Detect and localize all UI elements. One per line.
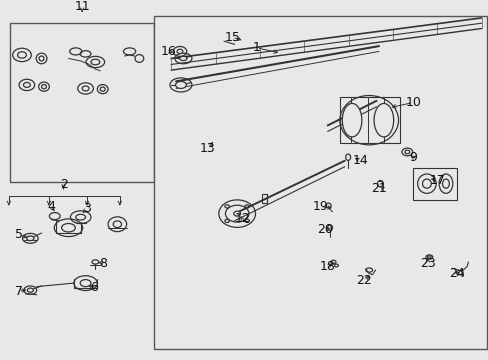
Ellipse shape bbox=[91, 59, 100, 65]
Ellipse shape bbox=[177, 49, 183, 54]
Ellipse shape bbox=[180, 57, 186, 60]
Ellipse shape bbox=[18, 52, 26, 58]
Ellipse shape bbox=[27, 288, 33, 292]
Text: 11: 11 bbox=[74, 0, 90, 13]
Text: 14: 14 bbox=[352, 154, 368, 167]
Text: 20: 20 bbox=[317, 223, 332, 236]
Ellipse shape bbox=[23, 82, 30, 87]
Text: 4: 4 bbox=[47, 200, 55, 213]
Ellipse shape bbox=[175, 81, 186, 89]
Text: 16: 16 bbox=[161, 45, 176, 58]
Text: 2: 2 bbox=[60, 178, 67, 191]
Text: 19: 19 bbox=[312, 200, 327, 213]
Text: 24: 24 bbox=[448, 267, 464, 280]
Ellipse shape bbox=[76, 214, 85, 220]
Text: 9: 9 bbox=[408, 151, 416, 164]
Text: 8: 8 bbox=[99, 257, 106, 270]
Text: 21: 21 bbox=[370, 183, 386, 195]
Ellipse shape bbox=[39, 56, 44, 61]
Text: 12: 12 bbox=[234, 212, 249, 225]
Bar bbox=[10, 23, 154, 182]
Text: 15: 15 bbox=[224, 31, 240, 44]
Text: 17: 17 bbox=[429, 174, 445, 186]
Ellipse shape bbox=[427, 256, 430, 258]
Ellipse shape bbox=[422, 179, 430, 188]
Ellipse shape bbox=[373, 103, 393, 137]
Bar bbox=[412, 168, 456, 199]
Ellipse shape bbox=[233, 211, 240, 216]
Bar bbox=[154, 16, 486, 350]
Bar bbox=[339, 97, 399, 143]
Text: 6: 6 bbox=[90, 281, 98, 294]
Ellipse shape bbox=[80, 280, 91, 287]
Ellipse shape bbox=[26, 236, 34, 240]
Ellipse shape bbox=[61, 224, 75, 232]
Text: 13: 13 bbox=[200, 142, 215, 155]
Text: 5: 5 bbox=[15, 228, 22, 241]
Ellipse shape bbox=[100, 87, 105, 91]
Text: 1: 1 bbox=[252, 41, 260, 54]
Text: 23: 23 bbox=[419, 257, 435, 270]
Ellipse shape bbox=[442, 179, 448, 188]
Text: 22: 22 bbox=[356, 274, 371, 287]
Text: 7: 7 bbox=[15, 285, 22, 298]
Ellipse shape bbox=[41, 85, 46, 89]
Text: 10: 10 bbox=[405, 96, 420, 109]
Text: 3: 3 bbox=[83, 202, 91, 215]
Ellipse shape bbox=[342, 103, 361, 137]
Ellipse shape bbox=[404, 150, 409, 154]
Ellipse shape bbox=[82, 86, 89, 91]
Text: 18: 18 bbox=[319, 260, 335, 273]
Ellipse shape bbox=[113, 221, 121, 228]
